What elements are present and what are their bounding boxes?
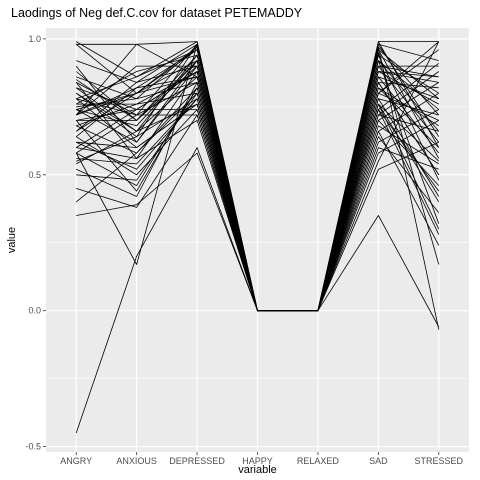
chart-title: Laodings of Neg def.C.cov for dataset PE… — [11, 6, 303, 20]
x-tick-label: HAPPY — [242, 456, 273, 466]
y-tick-label: 0.0 — [28, 306, 41, 316]
x-tick-label: ANXIOUS — [116, 456, 157, 466]
x-tick-label: ANGRY — [60, 456, 92, 466]
series-line — [75, 41, 440, 312]
y-axis-title: value — [6, 227, 18, 253]
x-tick-label: SAD — [369, 456, 388, 466]
y-tick-label: 1.0 — [28, 34, 41, 44]
y-tick-label: -0.5 — [25, 442, 41, 452]
y-tick-label: 0.5 — [28, 170, 41, 180]
y-axis: -0.5 0.0 0.5 1.0 — [25, 34, 46, 452]
x-tick-label: DEPRESSED — [169, 456, 225, 466]
x-tick-label: STRESSED — [415, 456, 464, 466]
x-axis: ANGRY ANXIOUS DEPRESSED HAPPY RELAXED SAD STRE… — [60, 452, 464, 466]
series-lines — [75, 41, 440, 434]
x-axis-title: variable — [238, 464, 277, 476]
x-tick-label: RELAXED — [297, 456, 340, 466]
